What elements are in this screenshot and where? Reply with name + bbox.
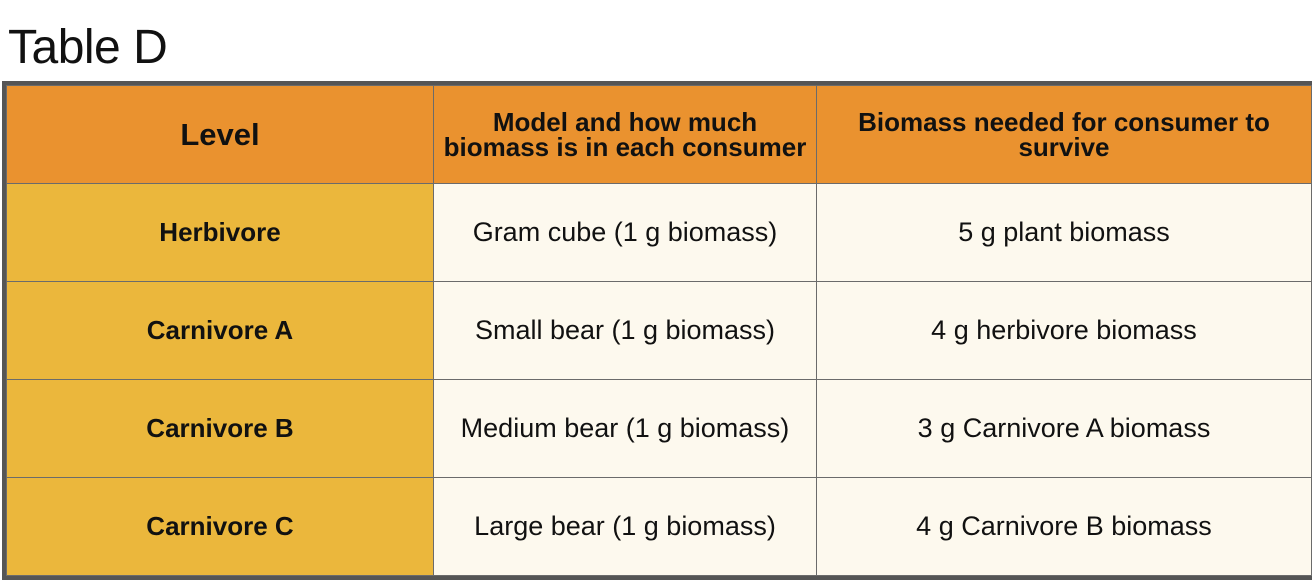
- level-cell: Herbivore: [6, 183, 434, 282]
- header-model: Model and how much biomass is in each co…: [433, 85, 817, 184]
- model-cell: Medium bear (1 g biomass): [433, 379, 817, 478]
- table-row: Carnivore C Large bear (1 g biomass) 4 g…: [6, 477, 1312, 576]
- table-row: Herbivore Gram cube (1 g biomass) 5 g pl…: [6, 183, 1312, 282]
- header-biomass-needed: Biomass needed for consumer to survive: [816, 85, 1312, 184]
- model-cell: Large bear (1 g biomass): [433, 477, 817, 576]
- biomass-needed-cell: 3 g Carnivore A biomass: [816, 379, 1312, 478]
- biomass-table-frame: Level Model and how much biomass is in e…: [2, 81, 1312, 580]
- biomass-needed-cell: 5 g plant biomass: [816, 183, 1312, 282]
- page-title: Table D: [8, 21, 168, 74]
- biomass-needed-cell: 4 g Carnivore B biomass: [816, 477, 1312, 576]
- biomass-table: Level Model and how much biomass is in e…: [6, 85, 1312, 576]
- level-cell: Carnivore B: [6, 379, 434, 478]
- level-cell: Carnivore A: [6, 281, 434, 380]
- model-cell: Gram cube (1 g biomass): [433, 183, 817, 282]
- table-header-row: Level Model and how much biomass is in e…: [6, 85, 1312, 184]
- biomass-needed-cell: 4 g herbivore biomass: [816, 281, 1312, 380]
- level-cell: Carnivore C: [6, 477, 434, 576]
- table-row: Carnivore B Medium bear (1 g biomass) 3 …: [6, 379, 1312, 478]
- model-cell: Small bear (1 g biomass): [433, 281, 817, 380]
- header-level: Level: [6, 85, 434, 184]
- table-row: Carnivore A Small bear (1 g biomass) 4 g…: [6, 281, 1312, 380]
